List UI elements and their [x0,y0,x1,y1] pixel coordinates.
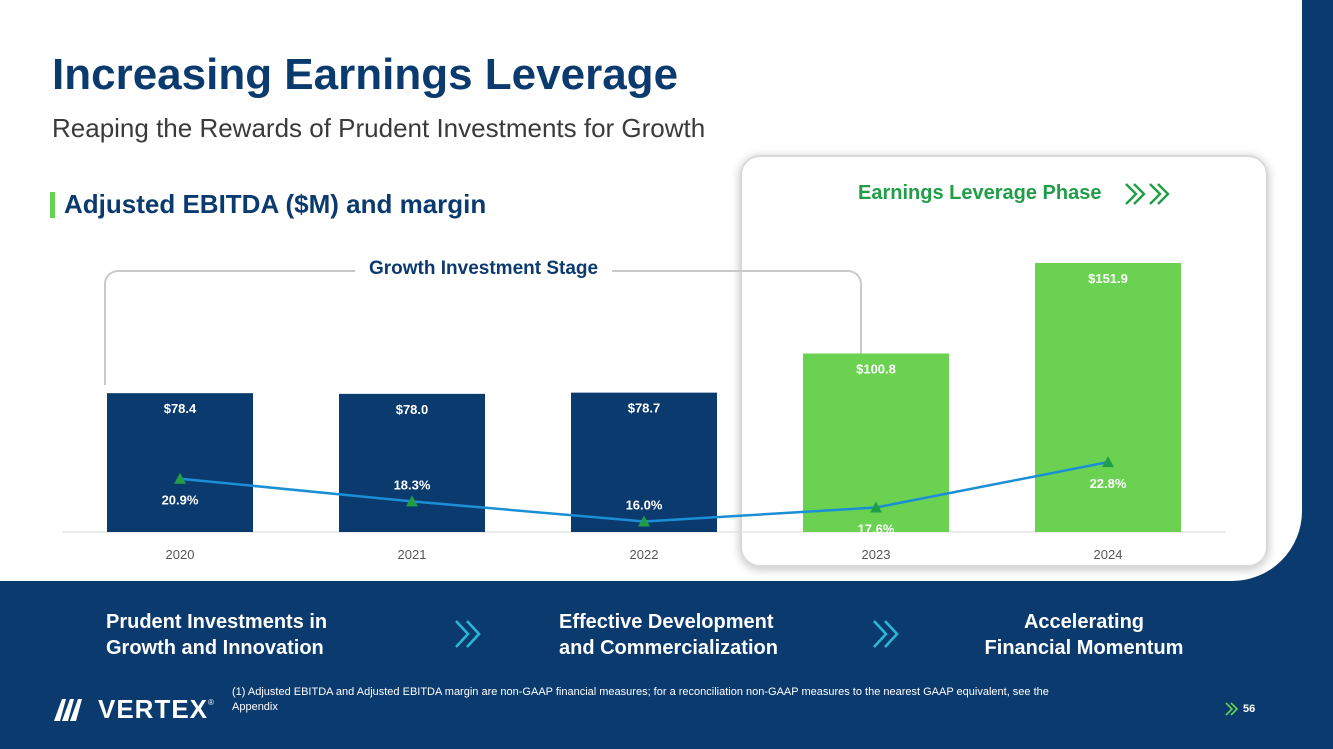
bar-2024 [1035,263,1181,532]
footer-item-accelerating-momentum: Accelerating Financial Momentum [974,609,1194,661]
page-subtitle: Reaping the Rewards of Prudent Investmen… [52,113,706,143]
vertex-logo-mark-icon [54,698,82,721]
bar-2022 [571,392,717,532]
x-tick-label: 2021 [398,547,427,562]
double-chevron-right-icon [873,620,899,648]
earnings-leverage-phase-label: Earnings Leverage Phase [858,182,1102,204]
section-accent-bar [50,192,55,218]
footnote: (1) Adjusted EBITDA and Adjusted EBITDA … [232,686,1049,713]
footer-item-prudent-investments: Prudent Investments in Growth and Innova… [106,609,327,661]
footer-item-label: Prudent Investments in Growth and Innova… [106,611,328,659]
x-tick-label: 2022 [630,547,659,562]
bar-value-label: $78.0 [396,402,429,417]
margin-value-label: 16.0% [626,498,663,513]
footer-item-label: Accelerating Financial Momentum [984,611,1184,659]
bar-value-label: $151.9 [1088,271,1128,286]
bar-2021 [339,393,485,532]
registered-mark: ® [208,698,214,707]
bar-2020 [107,393,253,532]
double-chevron-right-icon [455,620,481,648]
x-tick-label: 2024 [1094,547,1123,562]
margin-marker-2022 [638,515,650,527]
margin-marker-2020 [174,472,186,484]
margin-marker-2024 [1102,456,1114,468]
page-title: Increasing Earnings Leverage [52,50,679,99]
margin-marker-2021 [406,495,418,507]
margin-marker-2023 [870,501,882,513]
section-title: Adjusted EBITDA ($M) and margin [64,189,487,219]
footer-item-effective-development: Effective Development and Commercializat… [559,609,778,661]
margin-value-label: 18.3% [394,477,431,492]
bar-value-label: $100.8 [856,361,896,376]
earnings-leverage-phase-box [740,155,1268,567]
page-number: 56 [1243,703,1256,715]
growth-investment-stage-label: Growth Investment Stage [355,258,613,280]
bar-value-label: $78.7 [628,401,661,416]
bar-value-label: $78.4 [164,401,197,416]
x-tick-label: 2023 [862,547,891,562]
margin-value-label: 20.9% [162,493,199,508]
footer-item-label: Effective Development and Commercializat… [559,611,778,659]
vertex-logo-text: VERTEX [98,694,209,724]
ebitda-chart: $78.4 2020 $78.0 2021 $78.7 2022 $100.8 2023 $15… [62,263,1226,562]
vertex-logo: VERTEX ® [52,694,214,725]
double-chevron-right-icon [1225,702,1239,716]
margin-value-label: 22.8% [1090,476,1127,491]
margin-value-label: 17.6% [858,522,895,537]
double-chevron-right-icon [1125,183,1170,205]
x-tick-label: 2020 [166,547,195,562]
